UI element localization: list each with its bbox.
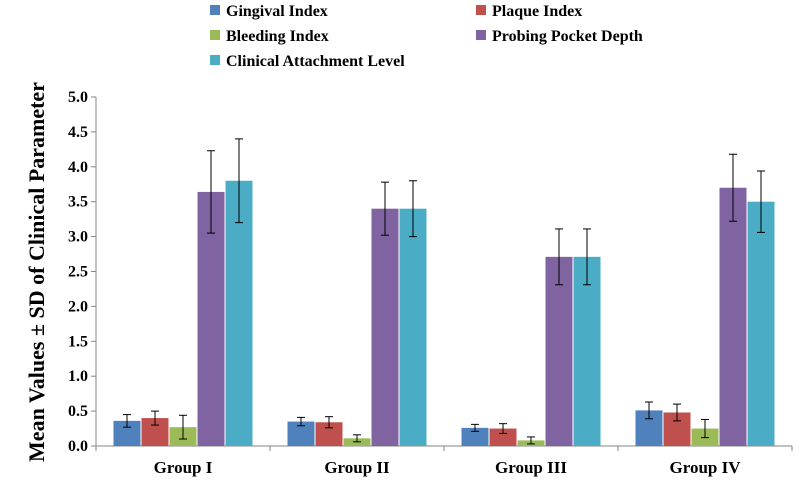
- legend-swatch: [210, 55, 220, 65]
- y-tick-label: 5.0: [68, 89, 88, 106]
- plot-area: [113, 138, 775, 447]
- bar: [489, 428, 517, 446]
- bar: [197, 191, 225, 446]
- legend-swatch: [476, 30, 486, 40]
- legend-swatch: [476, 5, 486, 15]
- bar: [315, 422, 343, 446]
- bar: [545, 256, 573, 446]
- y-axis-label: Mean Values ± SD of Clinical Parameter: [24, 82, 49, 462]
- y-tick-label: 1.5: [68, 333, 88, 350]
- bar: [461, 427, 489, 446]
- legend: Gingival Index Plaque Index Bleeding Index…: [210, 3, 643, 70]
- legend-label: Gingival Index: [226, 3, 328, 20]
- y-tick-label: 4.0: [68, 159, 88, 176]
- y-tick-label: 4.5: [68, 124, 88, 141]
- y-axis: 0.0 0.5 1.0 1.5 2.0 2.5 3.0 3.5 4.0 4.5 5.0: [68, 89, 97, 455]
- y-tick-label: 3.0: [68, 229, 88, 246]
- bar: [225, 180, 253, 446]
- legend-label: Plaque Index: [492, 3, 582, 20]
- legend-swatch: [210, 5, 220, 15]
- bar: [371, 208, 399, 446]
- y-tick-label: 2.0: [68, 298, 88, 315]
- x-tick-label: Group II: [324, 458, 390, 477]
- bar: [399, 208, 427, 446]
- y-tick-label: 0.5: [68, 403, 88, 420]
- y-tick-label: 2.5: [68, 264, 88, 281]
- legend-swatch: [210, 30, 220, 40]
- y-tick-label: 1.0: [68, 368, 88, 385]
- legend-label: Probing Pocket Depth: [492, 28, 643, 45]
- y-tick-label: 0.0: [68, 438, 88, 455]
- x-tick-label: Group IV: [669, 458, 741, 477]
- bar: [747, 201, 775, 446]
- legend-label: Bleeding Index: [226, 28, 329, 45]
- legend-label: Clinical Attachment Level: [226, 53, 405, 70]
- bar: [573, 256, 601, 446]
- x-axis: Group I Group II Group III Group IV: [95, 445, 793, 477]
- x-tick-label: Group I: [154, 458, 213, 477]
- x-tick-label: Group III: [495, 458, 567, 477]
- y-tick-label: 3.5: [68, 194, 88, 211]
- bar: [719, 187, 747, 447]
